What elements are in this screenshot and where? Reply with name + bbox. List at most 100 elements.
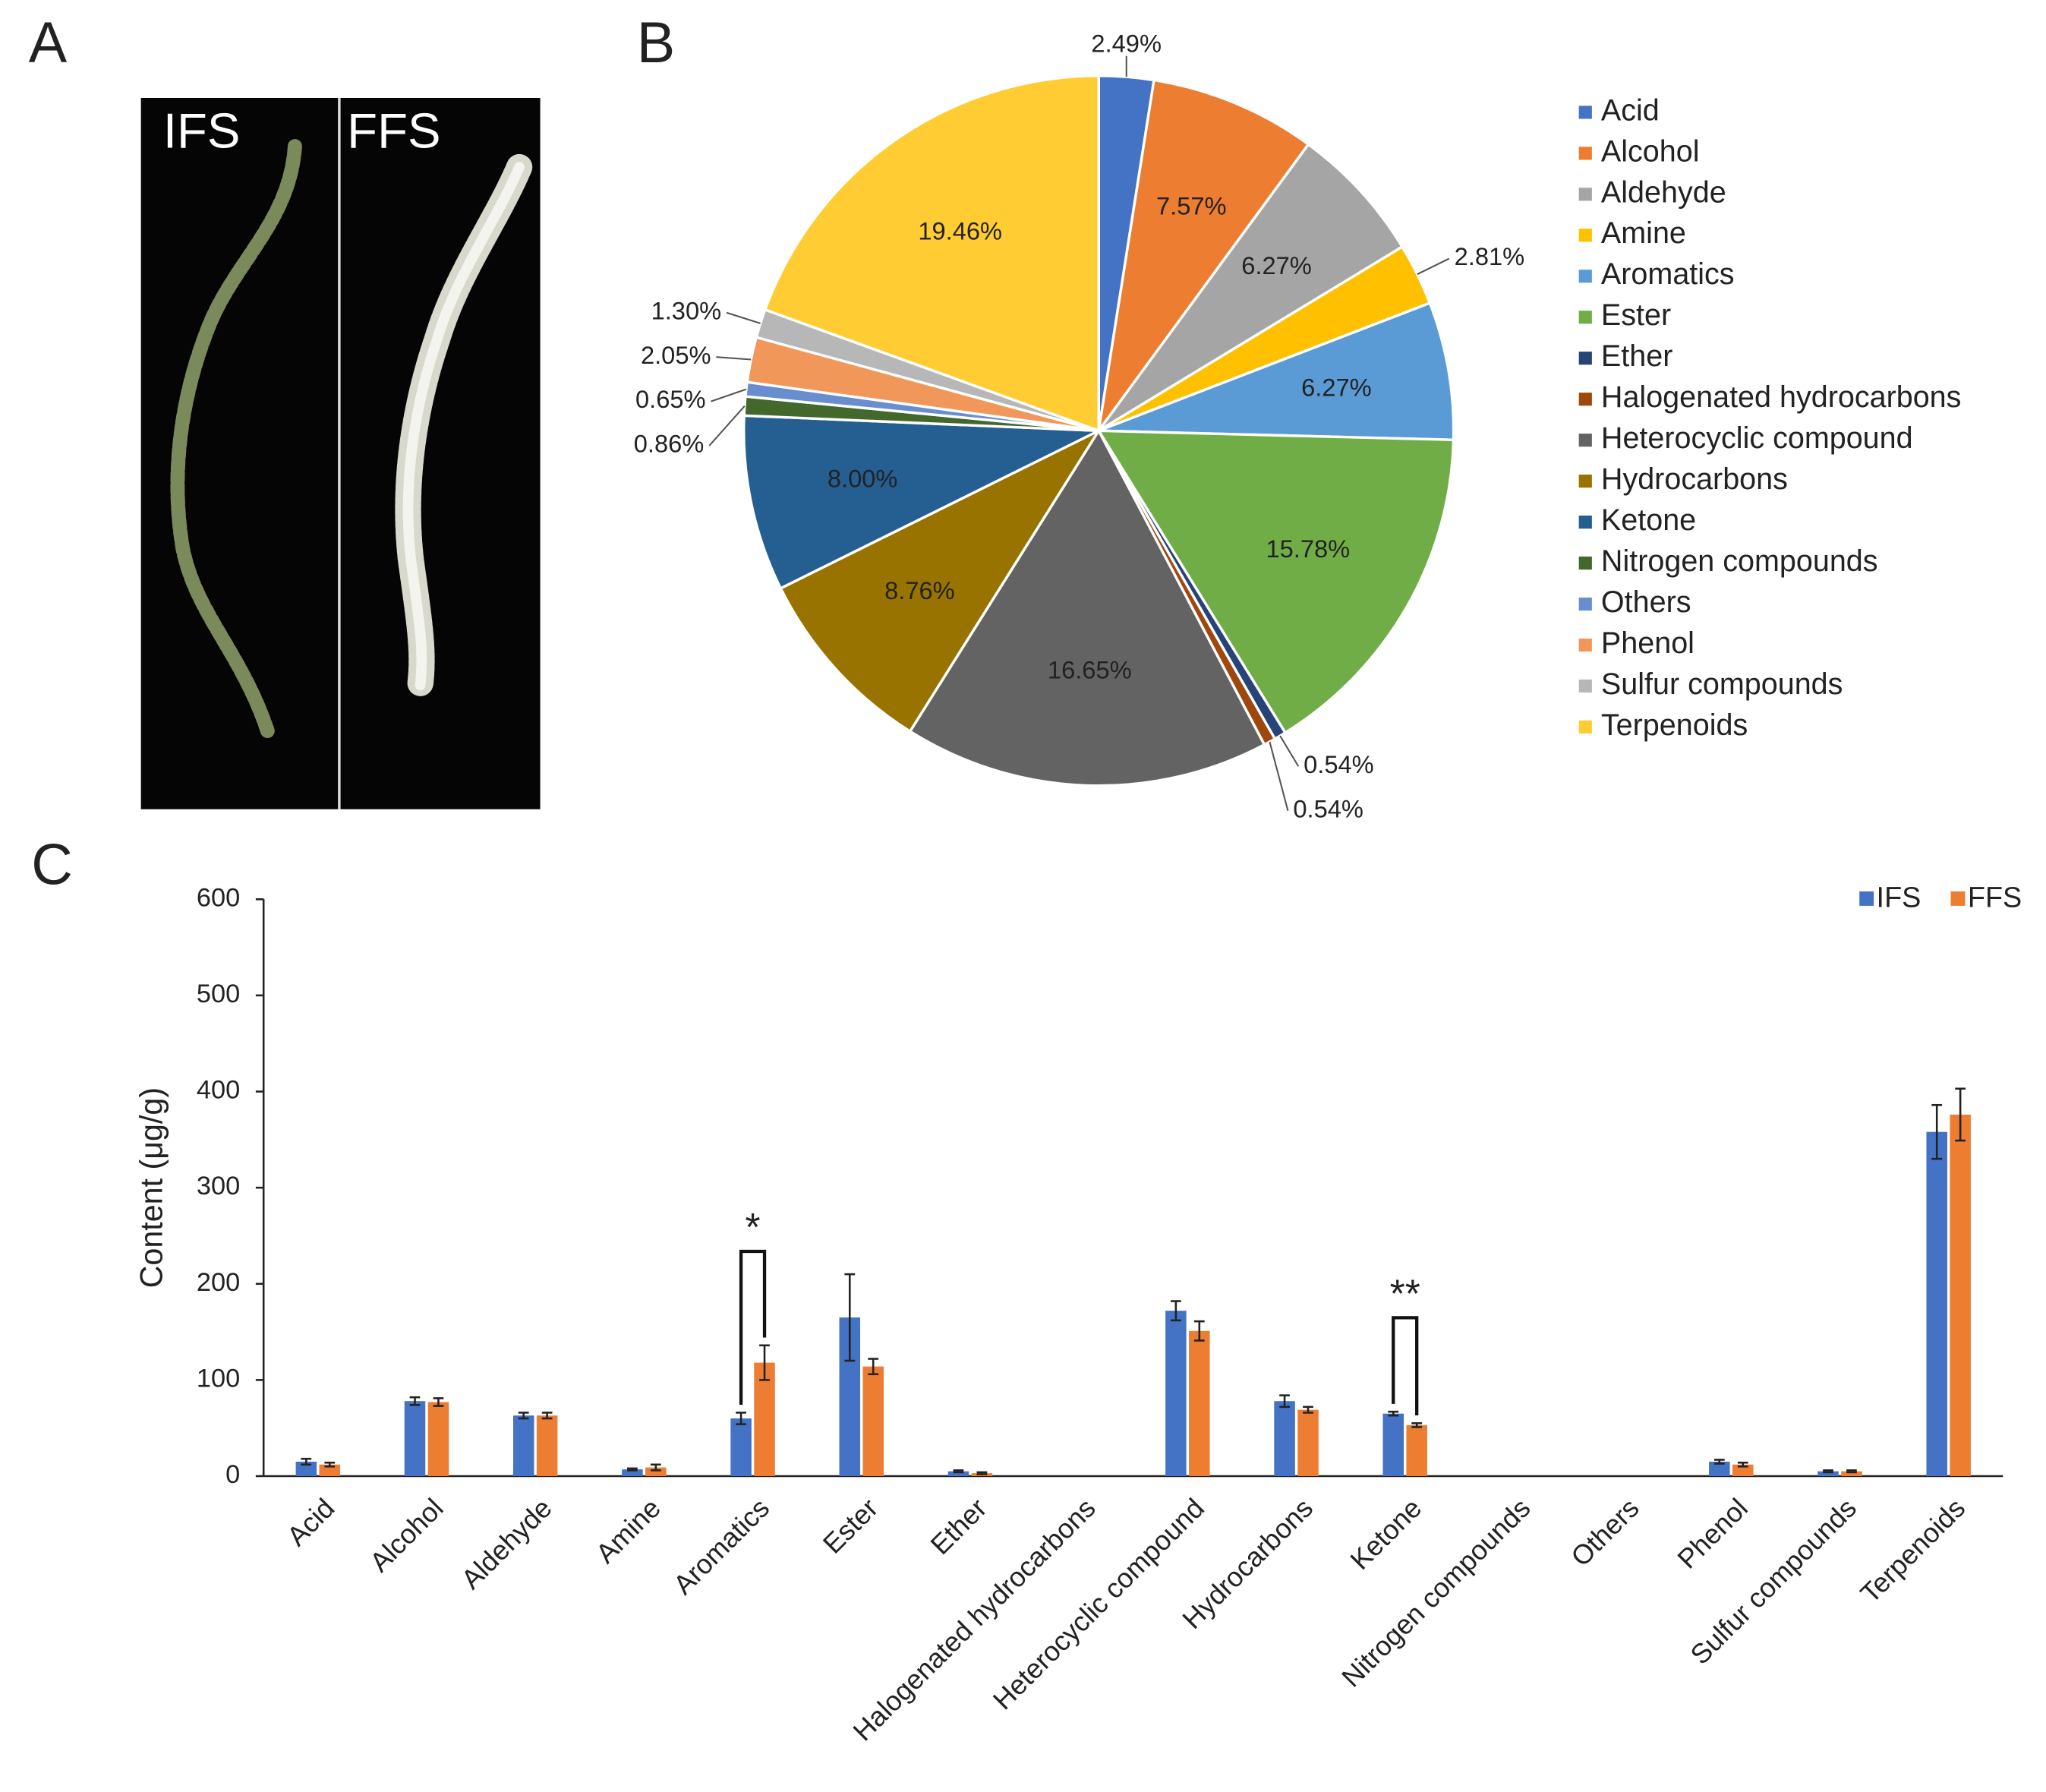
x-tick-label: Terpenoids [1854,1492,1971,1609]
error-bar [1737,1461,1748,1468]
error-bar [1411,1422,1423,1428]
legend-swatch [1950,891,1966,906]
slice-label: 8.00% [828,465,898,493]
x-tick-label: Ester [817,1492,884,1560]
bar [622,1469,643,1476]
x-tick-label: Ketone [1344,1492,1427,1576]
error-bar [1823,1469,1833,1474]
pie-slice [1097,142,1404,432]
bar [1817,1471,1839,1476]
pie-slice [742,414,1099,591]
y-tick-label: 600 [197,883,240,912]
bar [1709,1461,1730,1476]
photo: IFS FFS [140,97,541,809]
slice-label: 2.81% [1455,242,1525,270]
y-axis-title: Content (μg/g) [134,1087,169,1289]
panel-label: B [637,11,675,75]
pie-slice [1097,78,1310,432]
error-bar [1303,1406,1313,1414]
legend-swatch [1578,352,1592,365]
pie-slice [908,427,1266,787]
error-bar [324,1461,336,1468]
leader-line [1269,741,1289,811]
bar [862,1366,884,1476]
error-bar [953,1469,964,1474]
legend-label: Aromatics [1601,257,1735,291]
legend-swatch [1578,434,1592,447]
legend-label: Aldehyde [1601,175,1726,209]
error-bar [1170,1300,1181,1322]
pie-slice [1098,301,1455,442]
x-tick-label: Heterocyclic compound [987,1492,1210,1715]
slice-label: 19.46% [918,217,1002,245]
pie-slice [763,74,1100,433]
x-tick-label: Phenol [1671,1492,1753,1574]
leader-line [1279,735,1300,767]
legend-label: Nitrogen compounds [1601,544,1878,578]
x-tick-label: Aldehyde [455,1492,557,1595]
x-tick-label: Acid [281,1492,341,1552]
error-bar [1846,1469,1857,1474]
slice-label: 0.65% [635,385,706,413]
legend-label: Others [1601,585,1691,619]
legend-swatch [1578,270,1592,283]
legend-label: Terpenoids [1601,708,1748,742]
slice-label: 6.27% [1241,251,1312,279]
y-tick-label: 400 [197,1076,240,1105]
legend-swatch [1859,891,1874,906]
bar [1382,1413,1404,1476]
legend-label: Halogenated hydrocarbons [1601,380,1962,414]
legend-swatch [1578,311,1592,324]
pie-slice [1096,429,1455,735]
legend-swatch [1578,393,1592,406]
y-tick-label: 200 [197,1268,240,1297]
legend-swatch [1578,679,1592,693]
legend-swatch [1578,229,1592,242]
error-bar [650,1463,661,1472]
panel-label: C [31,834,73,898]
ifs-spike [170,139,302,739]
x-tick-label: Alcohol [364,1492,449,1578]
legend-swatch [1578,475,1592,488]
error-bar [976,1471,988,1475]
legend-label: Acid [1601,93,1660,127]
legend-label: FFS [1968,882,2022,913]
error-bar [844,1273,856,1362]
photo-label: FFS [347,103,440,158]
legend-label: Ether [1601,339,1672,373]
bar [1189,1330,1210,1476]
slice-label: 2.05% [641,341,711,369]
significance-mark: ** [1390,1272,1420,1316]
significance-bracket [1392,1316,1419,1416]
slice-label: 1.30% [651,296,722,324]
leader-line [708,405,746,446]
slice-label: 6.27% [1301,374,1372,402]
significance-bracket [739,1249,767,1406]
legend-label: Ketone [1601,503,1696,537]
bar [1841,1471,1862,1476]
y-tick-label: 100 [197,1364,240,1393]
error-bar [1713,1459,1725,1465]
x-tick-label: Ether [925,1492,993,1560]
bar [1926,1131,1947,1476]
photo-label: IFS [163,103,241,158]
legend-swatch [1578,597,1592,611]
x-tick-label: Amine [590,1492,667,1569]
legend-swatch [1578,147,1592,160]
bar [730,1418,752,1476]
error-bar [1388,1410,1399,1417]
error-bar [433,1397,444,1407]
error-bar [1931,1103,1943,1160]
pie-slice [778,427,1102,734]
ffs-spike-core [402,162,525,691]
y-tick-label: 500 [197,980,240,1008]
legend-swatch [1578,106,1592,119]
leader-line [711,388,747,402]
bar [404,1401,426,1476]
error-bar [409,1396,421,1406]
x-tick-label: Nitrogen compounds [1335,1492,1536,1693]
slice-label: 0.54% [1304,750,1374,778]
legend-label: Heterocyclic compound [1601,421,1913,455]
bar [512,1415,534,1476]
